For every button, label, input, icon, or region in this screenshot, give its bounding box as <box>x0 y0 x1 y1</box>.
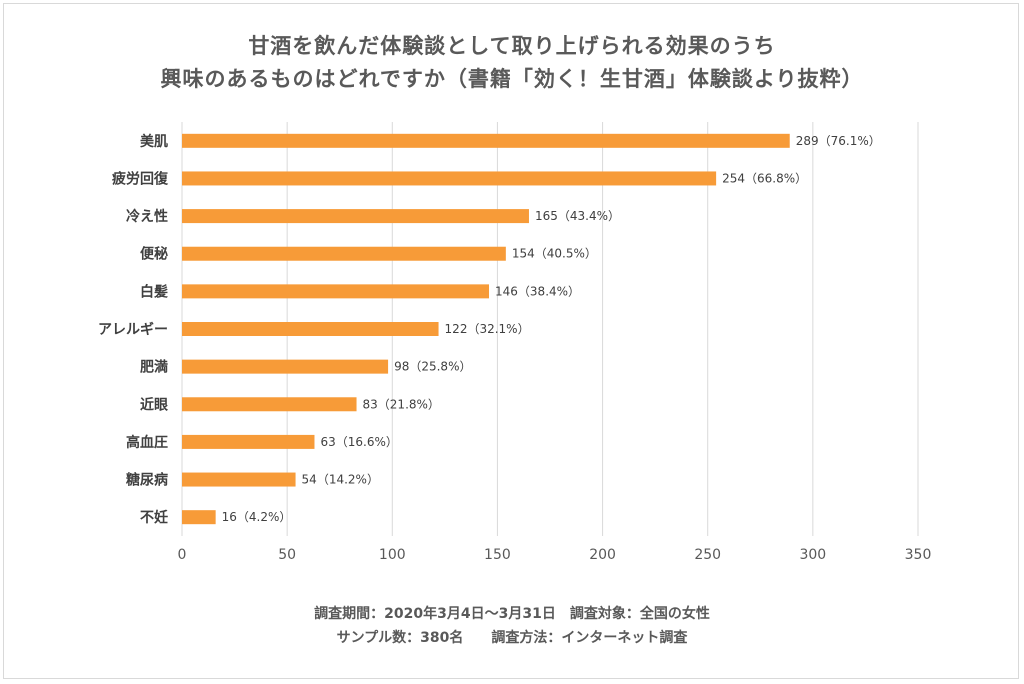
chart-title-line-1: 甘酒を飲んだ体験談として取り上げられる効果のうち <box>248 34 776 58</box>
category-label: 美肌 <box>140 133 168 150</box>
category-label: 不妊 <box>140 509 168 526</box>
x-tick-label: 100 <box>379 547 406 563</box>
bar-3 <box>182 246 506 261</box>
category-label: 疲労回復 <box>112 170 169 187</box>
data-label: 254（66.8%） <box>722 171 807 185</box>
category-label: アレルギー <box>98 321 168 338</box>
x-tick-label: 300 <box>799 547 826 563</box>
x-tick-label: 350 <box>905 547 932 563</box>
data-label: 63（16.6%） <box>320 435 397 449</box>
bar-1 <box>182 171 717 186</box>
category-label: 糖尿病 <box>126 472 168 489</box>
chart-frame <box>3 3 1019 679</box>
survey-info-line-1: 調査期間：2020年3月4日～3月31日 調査対象：全国の女性 <box>314 606 710 622</box>
category-label: 白髪 <box>140 283 168 300</box>
data-label: 54（14.2%） <box>302 473 379 487</box>
data-label: 16（4.2%） <box>222 510 292 524</box>
x-tick-label: 0 <box>178 547 187 563</box>
x-tick-label: 250 <box>694 547 721 563</box>
bar-5 <box>182 322 439 336</box>
data-label: 154（40.5%） <box>512 247 597 261</box>
category-label: 冷え性 <box>126 208 168 225</box>
bar-7 <box>182 397 357 412</box>
survey-info-line-2: サンプル数：380名 調査方法：インターネット調査 <box>336 630 688 646</box>
bar-10 <box>182 510 216 525</box>
bar-2 <box>182 209 529 224</box>
data-label: 83（21.8%） <box>363 397 440 411</box>
bar-8 <box>182 434 315 449</box>
category-label: 高血圧 <box>126 434 168 451</box>
x-tick-label: 150 <box>484 547 511 563</box>
bar-9 <box>182 472 296 487</box>
bar-0 <box>182 133 790 148</box>
data-label: 122（32.1%） <box>445 322 530 336</box>
category-label: 便秘 <box>140 246 168 263</box>
bar-6 <box>182 359 389 374</box>
data-label: 98（25.8%） <box>394 360 471 374</box>
bar-4 <box>182 284 490 299</box>
data-label: 165（43.4%） <box>535 209 620 223</box>
category-label: 肥満 <box>140 359 168 376</box>
category-label: 近眼 <box>140 396 168 413</box>
data-label: 146（38.4%） <box>495 284 580 298</box>
x-tick-label: 200 <box>589 547 616 563</box>
data-label: 289（76.1%） <box>796 134 881 148</box>
chart-title-line-2: 興味のあるものはどれですか（書籍「効く！生甘酒」体験談より抜粋） <box>160 67 864 91</box>
x-tick-label: 50 <box>278 547 296 563</box>
